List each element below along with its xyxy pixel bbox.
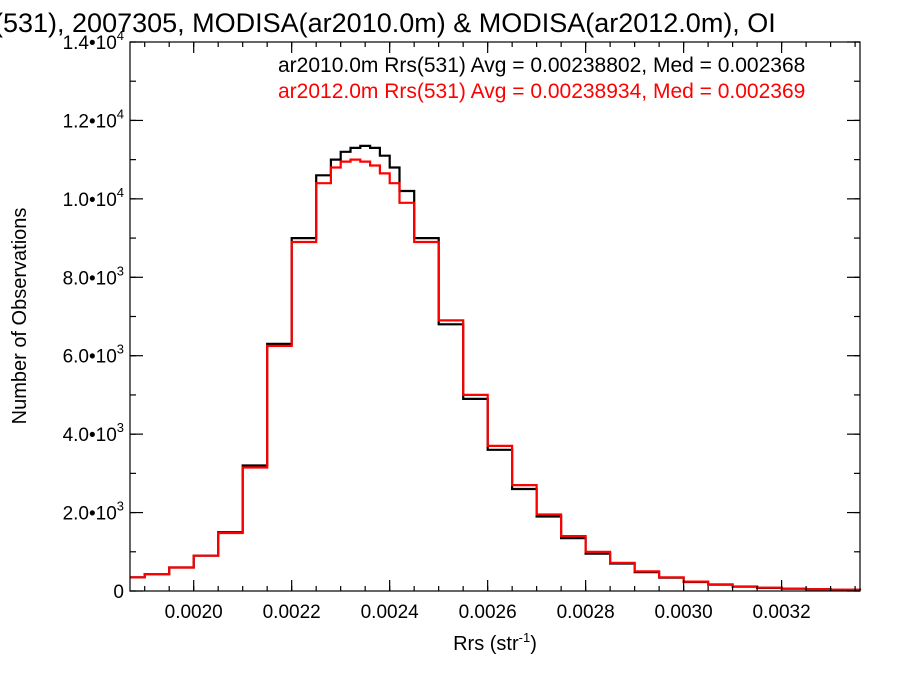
x-tick-label: 0.0020 — [165, 602, 223, 623]
x-tick-label: 0.0030 — [655, 602, 713, 623]
x-tick-label: 0.0026 — [459, 602, 517, 623]
y-tick-label-mantissa: 6.0•10 — [63, 347, 117, 368]
series-line-1 — [130, 158, 862, 591]
y-tick-label-exponent: 4 — [117, 106, 124, 121]
y-tick-label-exponent: 3 — [117, 342, 124, 357]
y-tick-label: 1.2•104 — [63, 106, 124, 132]
x-axis-label-exponent: -1 — [519, 630, 531, 645]
y-tick-label: 1.0•104 — [63, 185, 124, 211]
y-tick-label-exponent: 4 — [117, 185, 124, 200]
x-tick-label: 0.0028 — [557, 602, 615, 623]
y-axis-label: Number of Observations — [9, 208, 31, 425]
y-tick-label: 8.0•103 — [63, 263, 124, 289]
y-tick-label-mantissa: 1.2•10 — [63, 111, 117, 132]
y-tick-label: 2.0•103 — [63, 499, 124, 525]
legend-entry-ar2012: ar2012.0m Rrs(531) Avg = 0.00238934, Med… — [278, 80, 805, 103]
series-layer — [130, 144, 862, 591]
y-tick-label-mantissa: 4.0•10 — [63, 425, 117, 446]
ticks-layer — [130, 41, 860, 592]
x-axis-label: Rrs (str-1) — [453, 630, 537, 655]
x-tick-label: 0.0024 — [361, 602, 420, 623]
x-tick-labels: 0.0020 0.0022 0.0024 0.0026 0.0028 0.0030 0.00… — [165, 602, 811, 623]
y-tick-label-mantissa: 2.0•10 — [63, 504, 117, 525]
chart-title: (531), 2007305, MODISA(ar2010.0m) & MODI… — [0, 8, 776, 38]
y-tick-label: 1.4•104 — [63, 28, 124, 54]
x-tick-label: 0.0022 — [263, 602, 321, 623]
y-tick-label-exponent: 4 — [117, 28, 124, 43]
series-line-0 — [130, 144, 862, 591]
y-tick-label-mantissa: 0 — [113, 582, 124, 603]
y-tick-labels: 02.0•1034.0•1036.0•1038.0•1031.0•1041.2•… — [63, 28, 124, 603]
x-tick-label: 0.0032 — [753, 602, 811, 623]
x-axis-label-close: ) — [530, 633, 537, 655]
y-tick-label: 6.0•103 — [63, 342, 124, 368]
plot-frame — [129, 41, 861, 592]
y-tick-label-mantissa: 1.0•10 — [63, 190, 117, 211]
y-tick-label: 4.0•103 — [63, 420, 124, 446]
x-axis-label-main: Rrs (str — [453, 633, 519, 655]
y-tick-label-exponent: 3 — [117, 420, 124, 435]
y-tick-label-mantissa: 8.0•10 — [63, 268, 117, 289]
y-tick-label-exponent: 3 — [117, 499, 124, 514]
y-tick-label-mantissa: 1.4•10 — [63, 33, 117, 54]
legend-entry-ar2010: ar2010.0m Rrs(531) Avg = 0.00238802, Med… — [278, 54, 805, 77]
y-tick-label-exponent: 3 — [117, 263, 124, 278]
y-tick-label: 0 — [113, 582, 124, 603]
